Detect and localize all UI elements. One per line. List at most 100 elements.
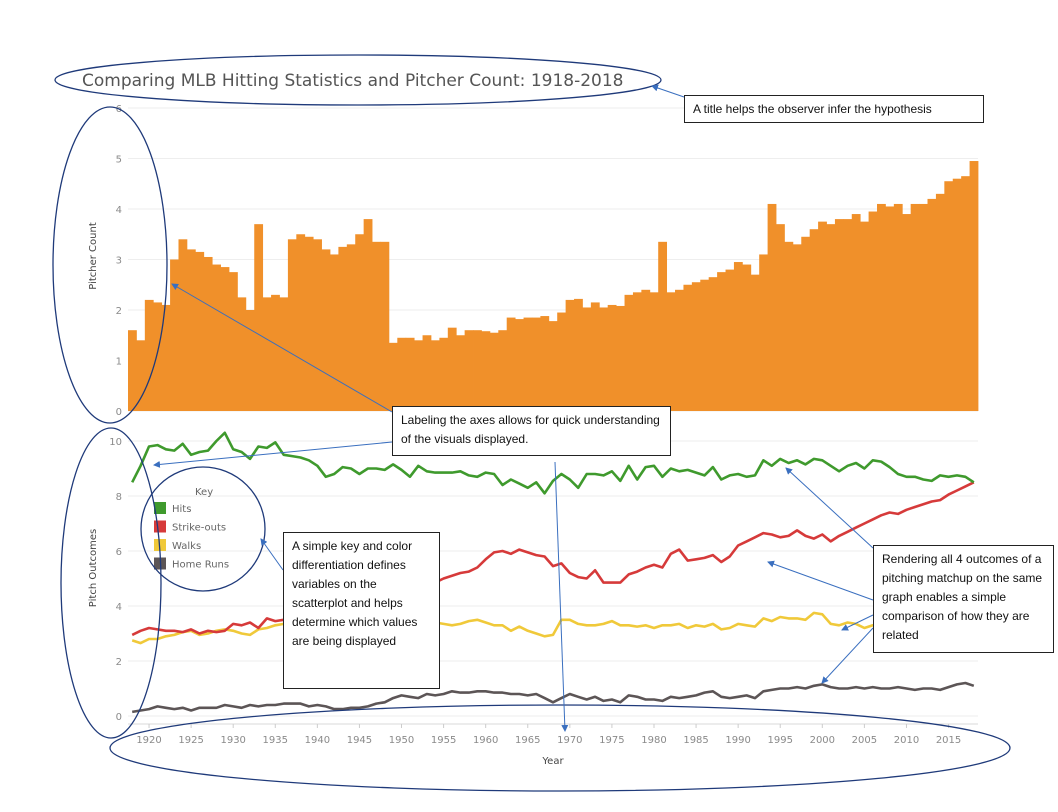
pitcher-count-bar <box>776 224 785 411</box>
top-y-tick-label: 4 <box>116 205 122 216</box>
pitcher-count-bar <box>464 330 474 411</box>
pitcher-count-bar <box>271 294 280 411</box>
pitcher-count-bar <box>649 292 659 411</box>
pitcher-count-bar <box>582 307 592 411</box>
pitcher-count-bar <box>641 289 651 411</box>
pitcher-count-bar <box>632 292 642 411</box>
pitcher-count-bar <box>388 342 398 411</box>
pitcher-count-bars <box>128 161 979 411</box>
axes-arrow-top <box>171 283 393 413</box>
bottom-y-tick-label: 6 <box>116 547 122 558</box>
legend: Key Hits Strike-outs Walks Home Runs <box>154 487 229 571</box>
pitcher-count-bar <box>313 239 322 411</box>
homeruns-arrow <box>821 627 874 684</box>
x-tick-label: 1955 <box>431 735 456 746</box>
pitcher-count-bar <box>742 264 752 411</box>
pitcher-count-bar <box>868 211 878 411</box>
top-y-tick-label: 3 <box>116 256 122 267</box>
chart-title: Comparing MLB Hitting Statistics and Pit… <box>82 71 623 91</box>
pitcher-count-bar <box>683 284 693 411</box>
bottom-gridlines <box>128 440 978 725</box>
legend-swatch <box>154 520 166 533</box>
pitcher-count-bar <box>952 178 962 411</box>
pitcher-count-bar <box>885 206 895 411</box>
pitcher-count-bar <box>809 229 819 411</box>
pitcher-count-bar <box>346 244 356 411</box>
pitcher-count-bar <box>557 312 567 411</box>
pitcher-count-bar <box>161 304 171 411</box>
pitcher-count-bar <box>675 289 684 411</box>
pitcher-count-bar <box>927 198 937 411</box>
pitcher-count-bar <box>708 277 718 411</box>
axes-arrow-left <box>153 441 393 468</box>
pitcher-count-bar <box>405 337 415 411</box>
legend-label: Strike-outs <box>172 523 226 534</box>
pitcher-count-bar <box>666 292 676 411</box>
axes-arrow-bottom <box>554 461 569 732</box>
pitcher-count-bar <box>422 335 432 411</box>
legend-highlight-ellipse <box>140 466 266 592</box>
pitcher-count-bar <box>750 274 760 411</box>
top-y-tick-label: 1 <box>116 357 122 368</box>
pitcher-count-bar <box>818 221 827 411</box>
pitcher-count-bar <box>944 181 954 411</box>
pitcher-count-bar <box>548 321 558 411</box>
key-arrow <box>260 538 284 571</box>
x-tick-label: 1950 <box>389 735 414 746</box>
pitcher-count-bar <box>228 272 238 411</box>
pitcher-count-bar <box>355 234 365 411</box>
pitcher-count-bar <box>279 297 289 411</box>
pitcher-count-bar <box>136 340 146 411</box>
x-tick-label: 1940 <box>305 735 330 746</box>
top-axis-highlight-ellipse <box>52 106 168 424</box>
top-y-axis-label: Pitcher Count <box>88 222 99 290</box>
pitcher-count-bar <box>759 254 769 411</box>
pitcher-count-bar <box>245 310 255 411</box>
x-tick-label: 1995 <box>768 735 793 746</box>
x-tick-label: 2000 <box>810 735 835 746</box>
top-y-tick-label: 2 <box>116 306 122 317</box>
pitcher-count-bar <box>220 267 230 411</box>
x-tick-label: 1935 <box>263 735 288 746</box>
title-arrow <box>651 84 685 98</box>
pitcher-count-bar <box>893 203 903 411</box>
pitcher-count-bar <box>624 294 634 411</box>
pitcher-count-bar <box>717 272 726 411</box>
bottom-axis-highlight-ellipse <box>60 427 162 739</box>
top-y-tick-label: 5 <box>116 155 122 166</box>
pitcher-count-bar <box>616 305 625 411</box>
pitcher-count-bar <box>935 193 945 411</box>
pitcher-count-bar <box>725 269 735 411</box>
pitcher-count-bar <box>456 335 466 411</box>
title-highlight-ellipse <box>54 54 662 106</box>
legend-title: Key <box>195 487 213 498</box>
x-tick-label: 1990 <box>725 735 750 746</box>
x-axis-highlight-ellipse <box>109 704 1011 792</box>
pitcher-count-bar <box>414 340 423 411</box>
outcome-lines <box>131 431 975 714</box>
pitcher-count-bar <box>961 176 970 411</box>
bottom-y-tick-label: 2 <box>116 657 122 668</box>
title-note: A title helps the observer infer the hyp… <box>684 95 984 123</box>
x-axis-label: Year <box>541 756 564 767</box>
pitcher-count-bar <box>834 219 844 411</box>
pitcher-count-bar <box>212 264 221 411</box>
legend-label: Walks <box>172 541 201 552</box>
pitcher-count-bar <box>691 282 701 411</box>
pitcher-count-bar <box>700 279 710 411</box>
x-tick-label: 2010 <box>894 735 919 746</box>
legend-label: Hits <box>172 504 191 515</box>
pitcher-count-bar <box>439 337 449 411</box>
top-y-tick-label: 0 <box>116 407 122 418</box>
pitcher-count-bar <box>531 317 541 411</box>
pitcher-count-bar <box>860 221 869 411</box>
pitcher-count-bar <box>203 256 213 411</box>
pitcher-count-bar <box>447 327 457 411</box>
pitcher-count-bar <box>826 224 836 411</box>
pitcher-count-bar <box>843 219 853 411</box>
strikeouts-arrow <box>767 560 874 601</box>
x-tick-label: 2005 <box>852 735 877 746</box>
pitcher-count-bar <box>287 239 297 411</box>
pitcher-count-bar <box>515 319 524 411</box>
